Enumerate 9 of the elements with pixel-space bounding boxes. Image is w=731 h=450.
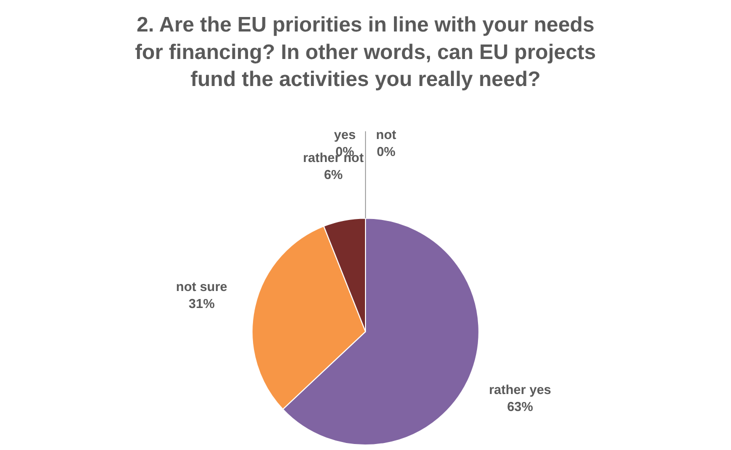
category-label: not bbox=[376, 127, 396, 142]
data-label: 63% bbox=[507, 398, 534, 414]
slice-label: not sure bbox=[176, 279, 228, 294]
chart-title: 2. Are the EU priorities in line with your needs for financing? In other words, can EU projects fund the activities you really need? bbox=[135, 14, 596, 92]
data-label: 31% bbox=[188, 296, 216, 311]
text: 0% bbox=[376, 144, 396, 159]
slice-label: rather yes bbox=[489, 382, 552, 397]
data-label: 6% bbox=[324, 166, 344, 182]
category-label: yes bbox=[334, 127, 356, 142]
